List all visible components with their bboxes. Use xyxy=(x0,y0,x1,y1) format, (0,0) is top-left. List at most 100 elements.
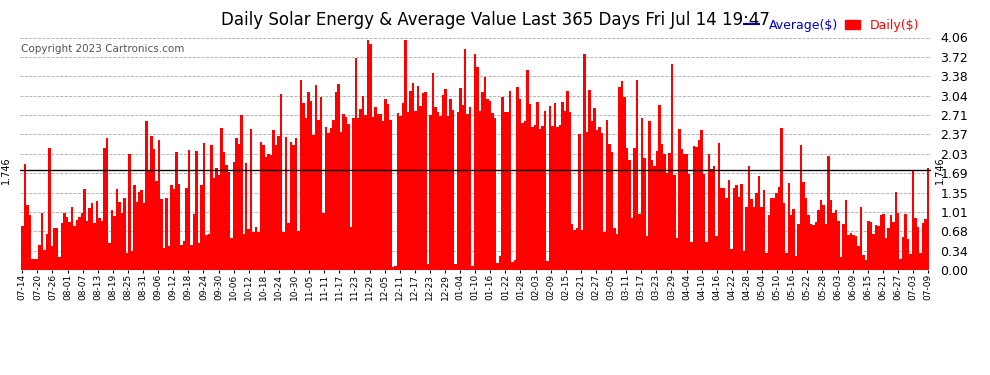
Bar xyxy=(772,198,775,270)
Bar xyxy=(670,64,673,270)
Bar xyxy=(440,116,442,270)
Bar xyxy=(496,262,499,270)
Bar xyxy=(248,230,250,270)
Bar xyxy=(330,129,332,270)
Bar xyxy=(265,158,267,270)
Bar xyxy=(897,213,900,270)
Bar xyxy=(892,222,895,270)
Bar xyxy=(111,210,113,270)
Bar xyxy=(188,150,190,270)
Bar xyxy=(78,217,81,270)
Bar xyxy=(747,166,750,270)
Bar xyxy=(726,198,728,270)
Bar xyxy=(877,226,879,270)
Bar xyxy=(859,207,862,270)
Bar xyxy=(255,227,257,270)
Bar xyxy=(193,213,195,270)
Bar xyxy=(539,129,542,270)
Bar xyxy=(44,251,46,270)
Bar xyxy=(63,213,66,270)
Bar xyxy=(210,145,213,270)
Bar xyxy=(382,121,384,270)
Bar xyxy=(586,132,588,270)
Bar xyxy=(422,93,424,270)
Bar xyxy=(573,230,576,270)
Bar xyxy=(519,99,522,270)
Bar xyxy=(895,192,897,270)
Bar xyxy=(118,202,121,270)
Bar xyxy=(641,118,644,270)
Bar xyxy=(767,214,770,270)
Bar xyxy=(665,173,668,270)
Bar xyxy=(282,232,285,270)
Bar xyxy=(96,201,98,270)
Bar xyxy=(101,220,103,270)
Bar xyxy=(26,205,29,270)
Bar xyxy=(803,182,805,270)
Bar xyxy=(601,133,603,270)
Bar xyxy=(123,198,126,270)
Bar xyxy=(280,94,282,270)
Bar xyxy=(464,50,466,270)
Bar xyxy=(315,85,317,270)
Bar xyxy=(514,260,516,270)
Bar xyxy=(260,142,262,270)
Bar xyxy=(752,207,755,270)
Bar xyxy=(800,145,803,270)
Bar xyxy=(332,120,335,270)
Bar xyxy=(808,214,810,270)
Bar xyxy=(798,224,800,270)
Bar xyxy=(300,80,302,270)
Bar xyxy=(506,112,509,270)
Bar xyxy=(295,138,297,270)
Bar xyxy=(815,222,818,270)
Bar xyxy=(88,208,91,270)
Bar xyxy=(302,103,305,270)
Bar xyxy=(225,165,228,270)
Bar xyxy=(700,130,703,270)
Bar xyxy=(359,109,362,270)
Bar xyxy=(55,228,58,270)
Bar xyxy=(170,185,173,270)
Bar xyxy=(887,228,890,270)
Bar xyxy=(178,183,180,270)
Bar xyxy=(250,129,252,270)
Bar xyxy=(392,267,394,270)
Bar xyxy=(593,108,596,270)
Bar xyxy=(522,123,524,270)
Bar xyxy=(626,148,629,270)
Bar xyxy=(683,154,685,270)
Bar xyxy=(76,220,78,270)
Bar xyxy=(183,241,185,270)
Bar xyxy=(551,126,553,270)
Bar xyxy=(708,154,711,270)
Bar xyxy=(532,127,534,270)
Bar xyxy=(354,58,357,270)
Bar xyxy=(874,225,877,270)
Bar xyxy=(317,120,320,270)
Bar xyxy=(445,89,446,270)
Bar xyxy=(471,266,474,270)
Bar xyxy=(369,44,372,270)
Bar xyxy=(352,118,354,270)
Bar xyxy=(277,136,280,270)
Bar xyxy=(424,93,427,270)
Bar xyxy=(905,214,907,270)
Bar xyxy=(200,185,203,270)
Bar xyxy=(925,219,927,270)
Bar xyxy=(238,144,240,270)
Bar xyxy=(917,227,920,270)
Bar xyxy=(86,221,88,270)
Bar xyxy=(872,234,874,270)
Bar xyxy=(882,214,884,270)
Bar xyxy=(787,183,790,270)
Bar xyxy=(128,154,131,270)
Bar xyxy=(658,105,660,270)
Bar xyxy=(270,155,272,270)
Bar xyxy=(606,120,608,270)
Bar xyxy=(160,199,163,270)
Bar xyxy=(21,226,24,270)
Bar xyxy=(469,107,471,270)
Bar xyxy=(39,245,41,270)
Bar xyxy=(782,203,785,270)
